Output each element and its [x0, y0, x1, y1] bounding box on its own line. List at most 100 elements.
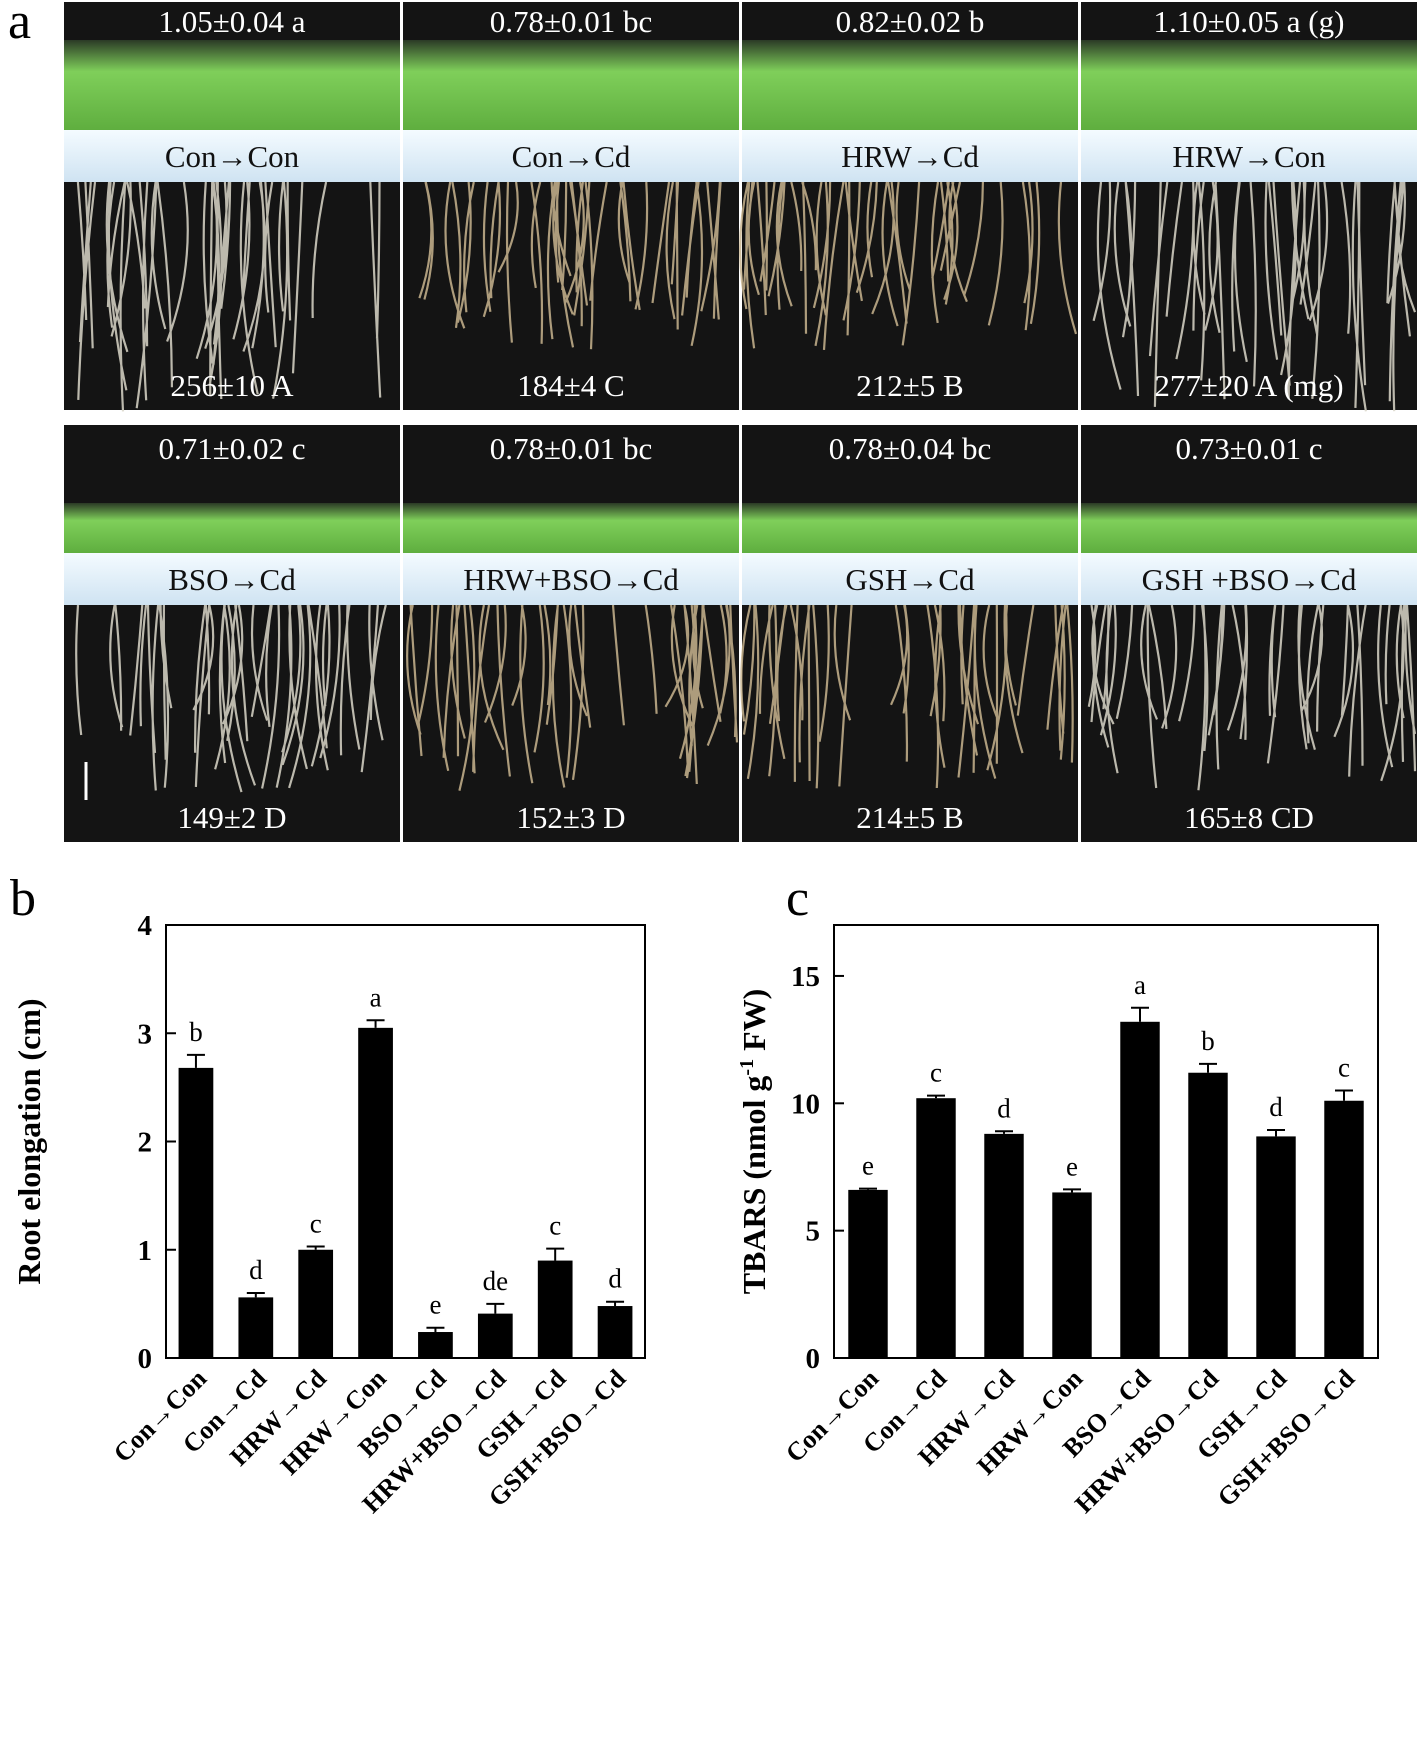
- significance-letter: de: [483, 1266, 509, 1296]
- shoot-weight: 0.78±0.01 bc: [490, 431, 653, 466]
- y-axis-label-part: TBARS (nmol g: [736, 1076, 772, 1295]
- label-strip: [742, 553, 1078, 605]
- significance-letter: e: [1066, 1151, 1078, 1181]
- significance-letter: b: [1201, 1026, 1215, 1056]
- shoot-weight: 1.05±0.04 a: [158, 4, 305, 39]
- treatment-label: HRW→Cd: [841, 139, 979, 174]
- roots: [739, 181, 1078, 350]
- label-strip: [403, 130, 739, 182]
- shoots: [742, 40, 1078, 130]
- significance-letter: d: [1269, 1092, 1283, 1122]
- plot-frame: [165, 924, 646, 1359]
- roots: [1087, 604, 1417, 791]
- bar: [1256, 1136, 1296, 1358]
- photo: 0.71±0.02 c BSO→Cd 149±2 D: [64, 425, 400, 842]
- shoot-weight: 0.71±0.02 c: [158, 431, 305, 466]
- photo: 0.78±0.01 bc HRW+BSO→Cd 152±3 D: [403, 425, 739, 842]
- label-strip: [64, 553, 400, 605]
- bar: [984, 1133, 1024, 1358]
- bar: [477, 1313, 513, 1358]
- label-strip: [1081, 553, 1417, 605]
- bar: [916, 1098, 956, 1358]
- roots: [75, 604, 387, 793]
- photo: 0.73±0.01 c GSH +BSO→Cd 165±8 CD: [1081, 425, 1417, 842]
- photo: 0.82±0.02 b HRW→Cd 212±5 B: [739, 2, 1078, 410]
- bar: [1120, 1021, 1160, 1358]
- photo: 0.78±0.01 bc Con→Cd 184±4 C: [403, 2, 739, 410]
- root-weight: 214±5 B: [856, 800, 963, 835]
- root-weight: 256±10 A: [171, 368, 295, 403]
- root-weight: 165±8 CD: [1184, 800, 1314, 835]
- root-weight: 212±5 B: [856, 368, 963, 403]
- y-axis-label-part: -1: [736, 1059, 758, 1076]
- photo-grid: 1.05±0.04 a Con→Con 256±10 A 0.78±0.01 bc Co…: [64, 2, 1417, 842]
- shoot-weight: 0.78±0.04 bc: [829, 431, 992, 466]
- treatment-label: GSH→Cd: [845, 562, 975, 597]
- label-strip: [64, 130, 400, 182]
- panel-label: c: [786, 870, 809, 927]
- significance-letter: c: [1338, 1053, 1350, 1083]
- bar: [597, 1306, 633, 1358]
- shoots: [403, 40, 739, 130]
- shoots: [1081, 40, 1417, 130]
- root-weight: 152±3 D: [516, 800, 625, 835]
- bar: [358, 1027, 393, 1358]
- y-tick-label: 1: [138, 1235, 153, 1267]
- x-tick-label: Con→Con: [780, 1363, 885, 1468]
- y-axis-label-part: FW): [736, 989, 772, 1059]
- treatment-label: Con→Cd: [512, 139, 631, 174]
- shoots: [403, 503, 739, 553]
- y-axis-label: TBARS (nmol g-1 FW): [736, 989, 772, 1295]
- bar: [1052, 1192, 1092, 1358]
- bar: [238, 1297, 274, 1358]
- treatment-label: BSO→Cd: [168, 562, 296, 597]
- treatment-label: HRW→Con: [1172, 139, 1326, 174]
- shoot-weight: 0.78±0.01 bc: [490, 4, 653, 39]
- bar: [418, 1332, 453, 1358]
- significance-letter: e: [429, 1290, 441, 1320]
- root-weight: 184±4 C: [517, 368, 624, 403]
- significance-letter: e: [862, 1151, 874, 1181]
- roots: [76, 181, 382, 412]
- y-tick-label: 15: [791, 961, 820, 993]
- shoot-weight: 0.82±0.02 b: [836, 4, 985, 39]
- y-tick-label: 0: [806, 1343, 821, 1375]
- treatment-label: GSH +BSO→Cd: [1142, 562, 1357, 597]
- label-strip: [742, 130, 1078, 182]
- significance-letter: d: [249, 1255, 263, 1285]
- shoots: [64, 40, 400, 130]
- bar: [298, 1249, 334, 1358]
- y-tick-label: 4: [138, 910, 153, 942]
- roots: [740, 604, 1074, 789]
- shoot-weight: 1.10±0.05 a (g): [1154, 4, 1345, 39]
- roots: [418, 181, 722, 350]
- roots: [1092, 181, 1417, 412]
- significance-letter: a: [1134, 970, 1146, 1000]
- root-weight: 277±20 A (mg): [1154, 368, 1343, 403]
- bar: [178, 1067, 214, 1358]
- significance-letter: a: [370, 982, 382, 1012]
- bar: [1188, 1072, 1228, 1358]
- label-strip: [1081, 130, 1417, 182]
- photo: 0.78±0.04 bc GSH→Cd 214±5 B: [740, 425, 1078, 842]
- root-weight: 149±2 D: [177, 800, 286, 835]
- significance-letter: d: [997, 1093, 1011, 1123]
- bar: [537, 1260, 573, 1358]
- photo-background: [403, 425, 739, 842]
- y-tick-label: 10: [791, 1088, 820, 1120]
- shoots: [742, 503, 1078, 553]
- photo-background: [1081, 425, 1417, 842]
- y-tick-label: 3: [138, 1018, 153, 1050]
- shoots: [64, 503, 400, 553]
- photo: 1.10±0.05 a (g) HRW→Con 277±20 A (mg): [1081, 2, 1417, 412]
- significance-letter: c: [310, 1209, 322, 1239]
- y-axis-label: Root elongation (cm): [11, 998, 47, 1284]
- bar: [1324, 1100, 1364, 1358]
- significance-letter: d: [608, 1264, 622, 1294]
- photo: 1.05±0.04 a Con→Con 256±10 A: [64, 2, 400, 412]
- photo-background: [742, 425, 1078, 842]
